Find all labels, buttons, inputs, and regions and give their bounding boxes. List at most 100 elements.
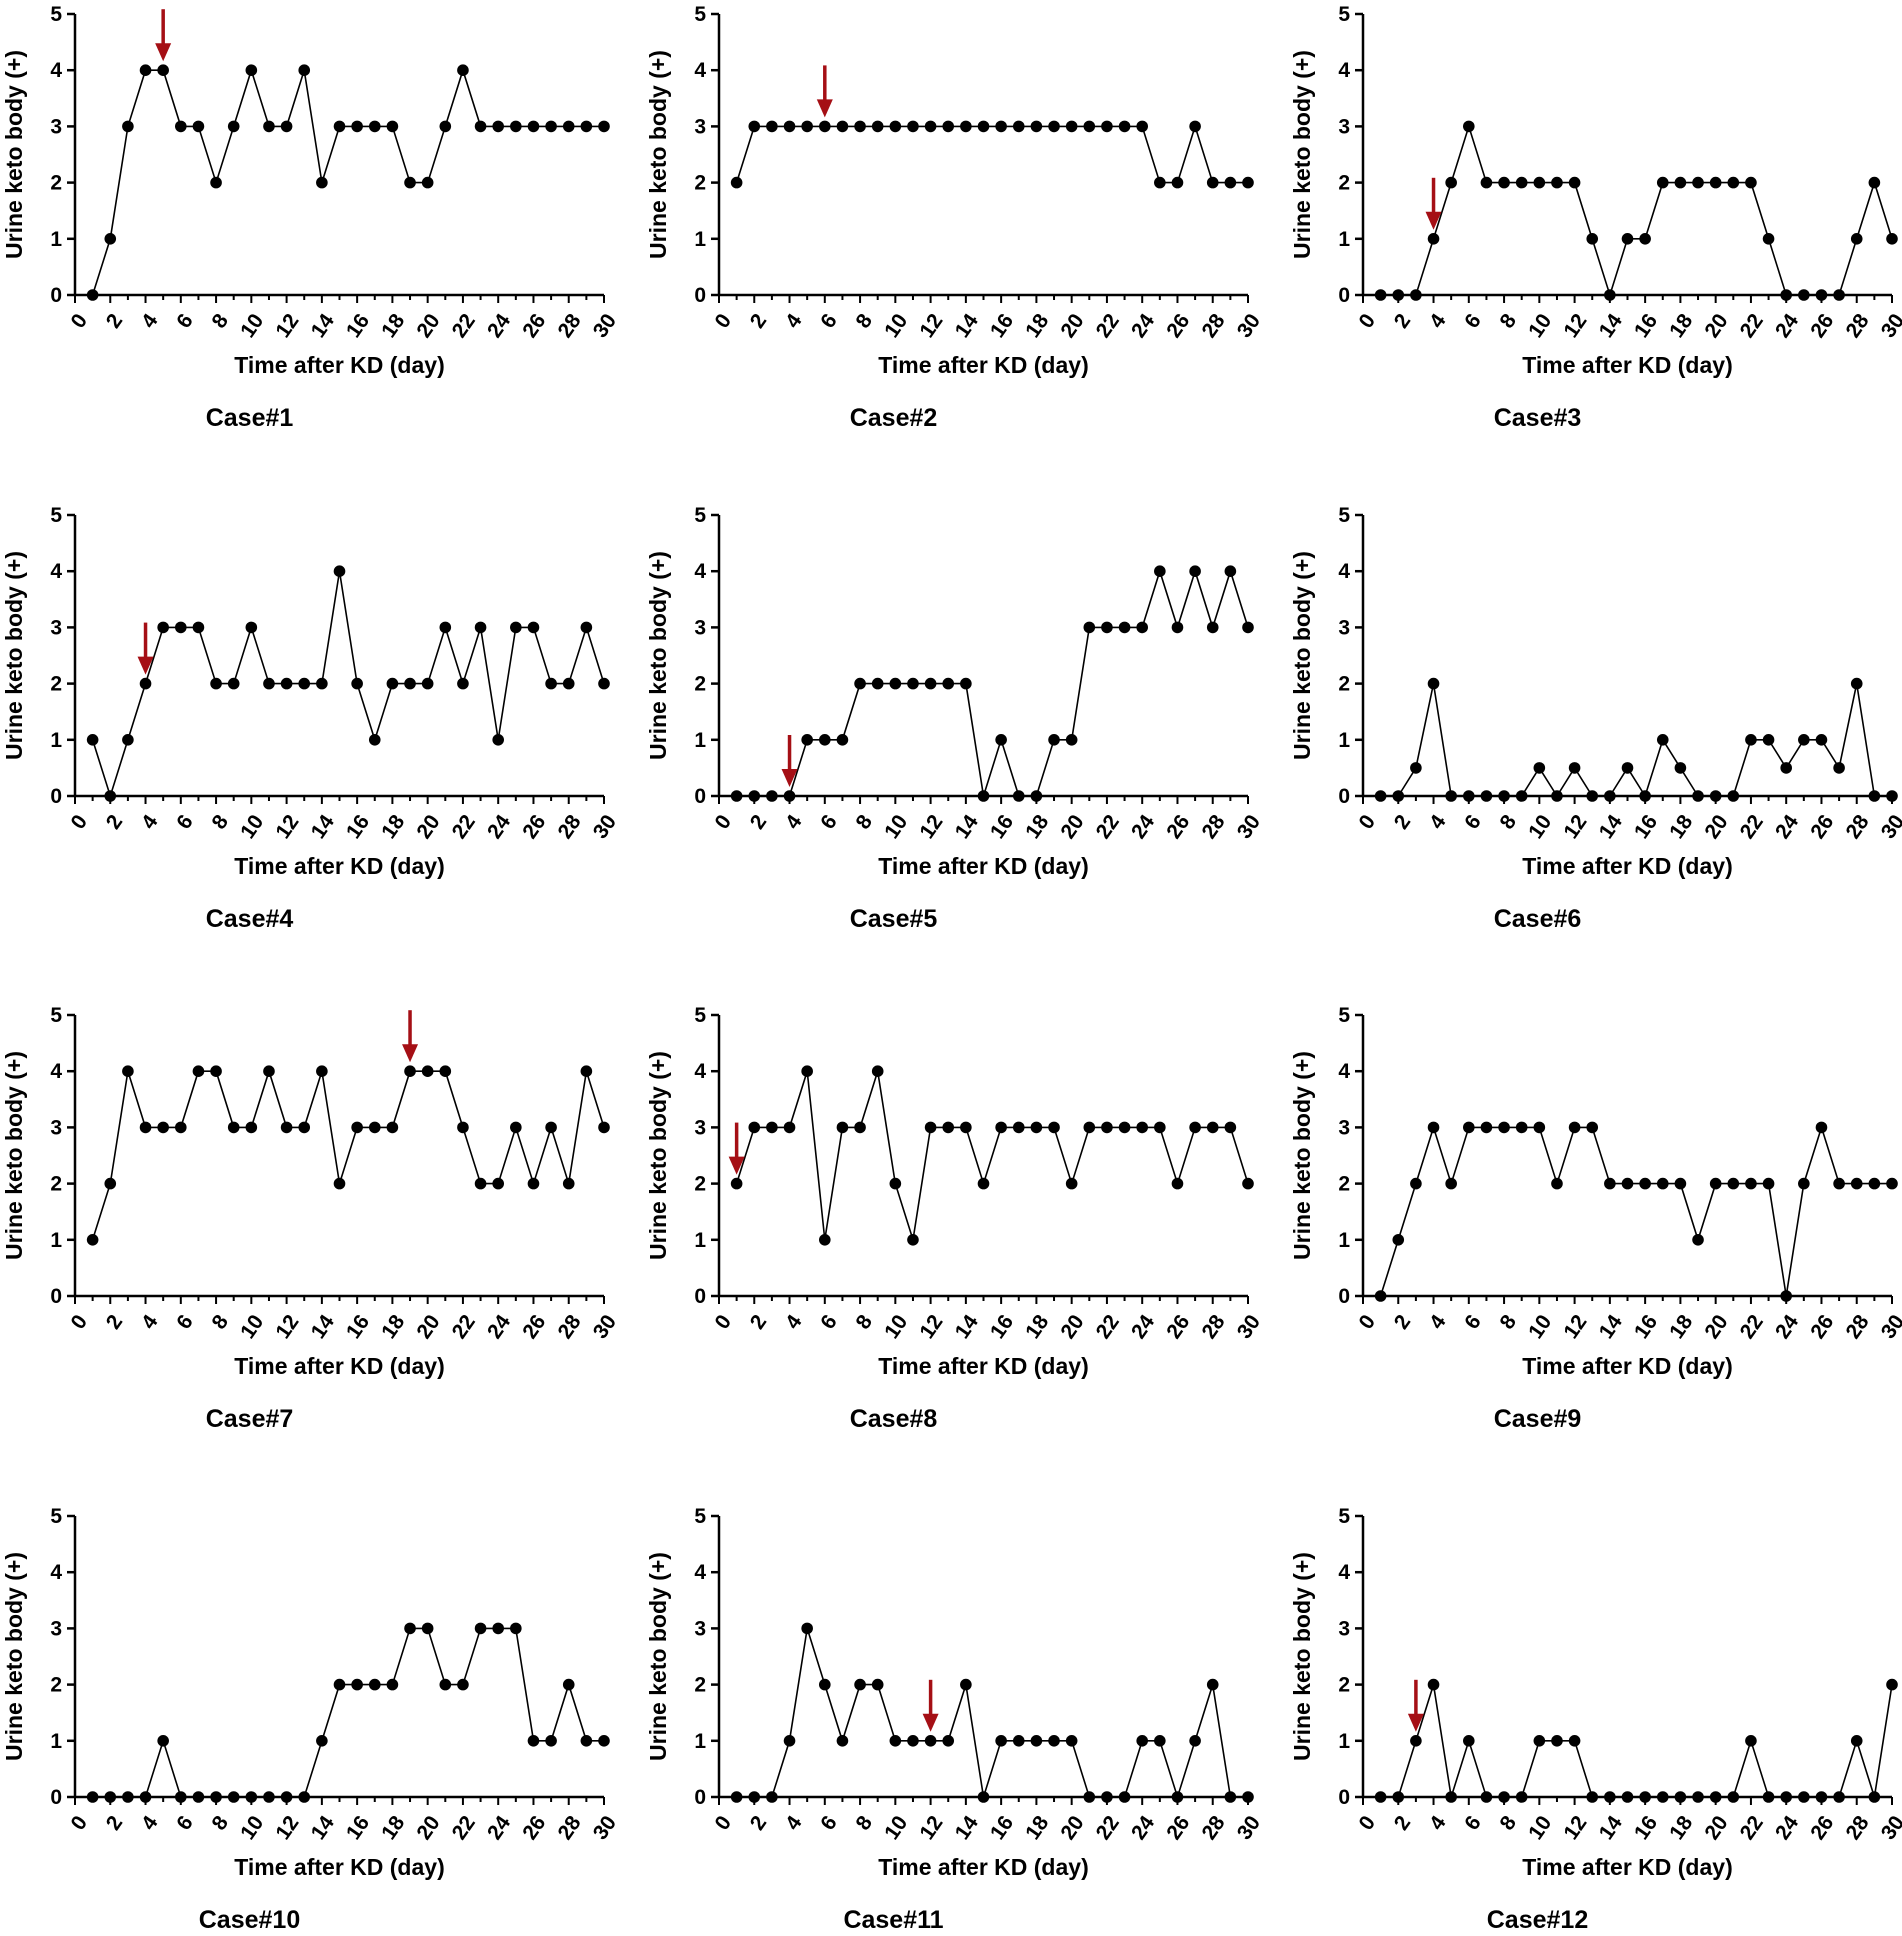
data-point [316,1735,328,1747]
data-point [351,1121,363,1134]
y-axis-title: Urine keto body (+) [1289,50,1315,259]
chart-title: Case#2 [850,404,938,432]
data-point [1886,1177,1898,1190]
data-point [1154,176,1166,189]
y-axis-title: Urine keto body (+) [645,1552,671,1761]
data-point [1586,790,1599,802]
data-point [819,120,831,133]
series-line [1380,683,1892,798]
x-tick-label: 8 [852,309,878,332]
data-point [1480,790,1493,802]
data-point [1083,1791,1096,1803]
y-tick-label: 0 [1338,785,1350,808]
chart-title: Case#10 [199,1906,300,1934]
data-point [836,1121,849,1134]
x-tick-label: 30 [1233,310,1265,342]
x-tick-label: 28 [553,1811,585,1844]
data-point [1427,1678,1440,1691]
y-tick-label: 3 [1338,1617,1350,1640]
arrow-head [922,1713,939,1732]
arrow-head [816,99,833,118]
data-point [924,120,937,133]
data-point [1410,1735,1422,1747]
data-point [783,1121,796,1134]
data-point [801,1065,813,1077]
x-tick-label: 24 [1771,810,1803,843]
x-tick-label: 20 [412,1311,444,1343]
y-tick-label: 1 [50,1730,62,1753]
data-point [1410,1177,1422,1190]
data-point [1012,1121,1025,1134]
x-tick-label: 12 [915,811,947,843]
x-tick-label: 10 [1524,811,1556,843]
data-point [907,1735,919,1747]
data-point [1604,289,1616,301]
data-point [1850,1177,1863,1190]
chart-title: Case#7 [206,1405,294,1433]
data-point [1604,790,1616,802]
data-point [227,1121,240,1134]
x-tick-label: 14 [1595,1811,1627,1844]
data-point [1189,565,1201,577]
arrow-head [402,1044,419,1063]
data-point [492,120,505,133]
x-axis-title: Time after KD (day) [1522,853,1732,879]
y-tick-label: 5 [1338,504,1350,527]
data-point [104,1177,117,1190]
data-point [545,120,557,133]
x-tick-label: 22 [1736,1812,1768,1844]
x-tick-label: 0 [710,811,736,834]
x-tick-label: 24 [1127,1811,1159,1844]
data-point [333,1177,346,1190]
data-point [748,790,761,802]
data-point [1709,1791,1722,1803]
y-tick-label: 4 [1338,1561,1350,1584]
data-point [1798,289,1810,301]
data-point [457,677,469,690]
x-tick-label: 26 [1162,1812,1194,1844]
x-tick-label: 16 [986,811,1018,843]
data-point [1850,677,1863,690]
data-point [1533,1121,1546,1134]
data-point [227,677,240,690]
data-point [298,677,311,690]
y-tick-label: 3 [1338,1116,1350,1139]
x-tick-label: 26 [1806,310,1838,342]
y-tick-label: 5 [1338,1004,1350,1027]
data-point [1745,734,1757,746]
data-point [1189,1735,1201,1747]
x-tick-label: 22 [1736,1311,1768,1343]
data-point [1762,1791,1775,1803]
y-tick-label: 2 [1338,172,1350,195]
data-point [175,1791,187,1803]
x-tick-label: 20 [412,310,444,342]
data-point [474,120,487,133]
data-point [1171,621,1184,634]
data-point [122,120,134,133]
data-point [598,677,610,690]
chart-title: Case#1 [206,404,294,432]
y-tick-label: 1 [694,729,706,752]
y-tick-label: 5 [1338,3,1350,26]
x-tick-label: 12 [915,310,947,342]
x-tick-label: 12 [1559,310,1591,342]
x-tick-label: 16 [342,1311,374,1343]
arrow-head [1425,211,1442,230]
x-axis-title: Time after KD (day) [878,1353,1088,1379]
x-tick-label: 8 [208,309,234,332]
y-axis-title: Urine keto body (+) [1,50,27,259]
y-tick-label: 0 [1338,1285,1350,1308]
data-point [1568,1121,1581,1134]
x-tick-label: 2 [746,811,772,834]
data-point [175,120,187,133]
data-point [1639,1791,1651,1803]
data-point [1224,1121,1237,1134]
x-tick-label: 18 [1021,1310,1053,1343]
data-point [263,120,275,133]
x-tick-label: 4 [781,309,807,332]
chart-title: Case#11 [843,1906,943,1934]
data-point [1586,1121,1599,1134]
data-point [104,790,117,802]
